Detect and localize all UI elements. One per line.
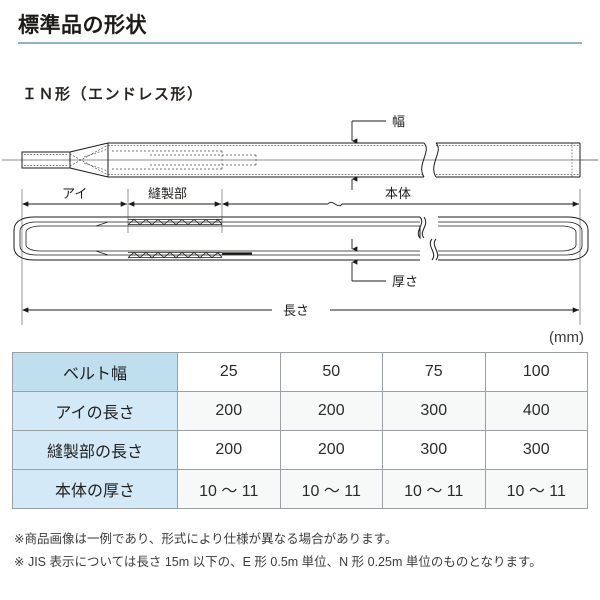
- product-type-subtitle: ＩＮ形（エンドレス形）: [22, 86, 204, 103]
- thickness-dimension-callout: [351, 239, 386, 282]
- row-label-1: 縫製部の長さ: [12, 430, 178, 470]
- width-label: 幅: [392, 114, 405, 129]
- width-dimension-callout: [351, 120, 386, 190]
- row-1-value-3: 300: [484, 430, 588, 470]
- table-row: アイの長さ 200 200 300 400: [12, 391, 588, 431]
- spec-table: ベルト幅 25 50 75 100 アイの長さ 200 200 300 400 …: [12, 352, 588, 509]
- row-1-value-2: 300: [382, 430, 486, 470]
- header-label-cell: ベルト幅: [12, 352, 178, 392]
- table-row: 本体の厚さ 10 〜 11 10 〜 11 10 〜 11 10 〜 11: [12, 469, 588, 509]
- row-1-value-1: 200: [279, 430, 383, 470]
- sewn-dimension-label: 縫製部: [148, 186, 187, 201]
- header-value-cell-3: 100: [484, 352, 588, 392]
- section-dimension-bar: [21, 189, 581, 325]
- footnotes: ※商品画像は一例であり、形式により仕様が異なる場合があります。 ※ JIS 表示…: [14, 528, 592, 574]
- row-0-value-2: 300: [382, 391, 486, 431]
- spec-table-wrap: ベルト幅 25 50 75 100 アイの長さ 200 200 300 400 …: [12, 352, 588, 509]
- header-value-cell-1: 50: [279, 352, 383, 392]
- row-label-2: 本体の厚さ: [12, 469, 178, 509]
- technical-drawing: 幅 アイ 縫製部 本体: [0, 105, 600, 325]
- thickness-label: 厚さ: [392, 274, 418, 289]
- body-dimension-label: 本体: [385, 186, 411, 201]
- footnote-1: ※ JIS 表示については長さ 15m 以下の、E 形 0.5m 単位、N 形 …: [14, 555, 542, 570]
- top-view-group: [2, 142, 598, 178]
- page-title-block: 標準品の形状: [0, 14, 600, 45]
- row-2-value-3: 10 〜 11: [484, 469, 588, 509]
- row-0-value-1: 200: [279, 391, 383, 431]
- row-2-value-2: 10 〜 11: [382, 469, 486, 509]
- length-label: 長さ: [283, 303, 309, 318]
- side-view-group: [13, 216, 589, 261]
- table-header-row: ベルト幅 25 50 75 100: [12, 352, 588, 392]
- footnote-0: ※商品画像は一例であり、形式により仕様が異なる場合があります。: [14, 532, 398, 546]
- table-unit-label: (mm): [549, 329, 584, 346]
- row-1-value-0: 200: [177, 430, 281, 470]
- eye-dimension-label: アイ: [62, 186, 87, 201]
- table-row: 縫製部の長さ 200 200 300 300: [12, 430, 588, 470]
- row-2-value-1: 10 〜 11: [279, 469, 383, 509]
- header-value-cell-2: 75: [382, 352, 486, 392]
- page-title: 標準品の形状: [18, 14, 147, 37]
- row-0-value-0: 200: [177, 391, 281, 431]
- row-2-value-0: 10 〜 11: [177, 469, 281, 509]
- row-label-0: アイの長さ: [12, 391, 178, 431]
- title-underline-rule: [18, 42, 582, 45]
- header-value-cell-0: 25: [177, 352, 281, 392]
- row-0-value-3: 400: [484, 391, 588, 431]
